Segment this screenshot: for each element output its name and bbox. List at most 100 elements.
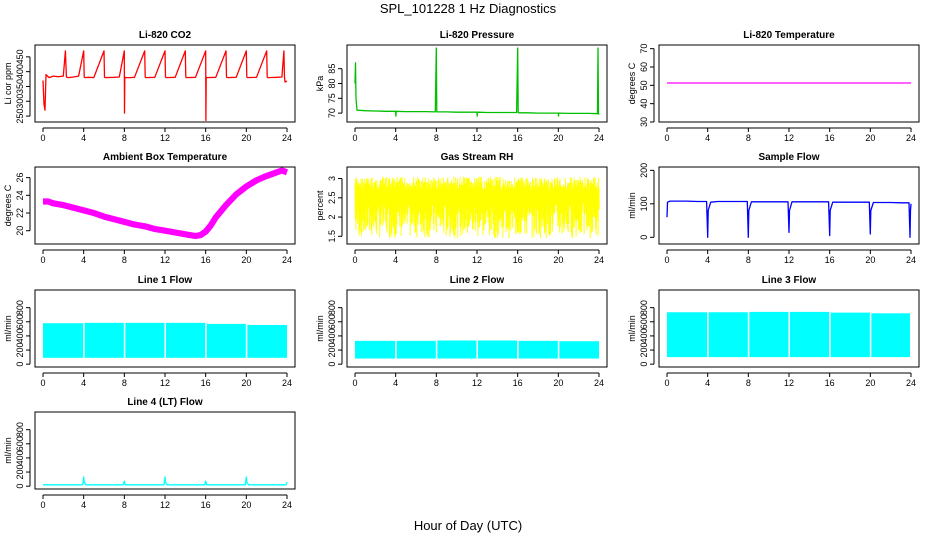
series-line xyxy=(666,200,912,238)
x-tick-label: 4 xyxy=(705,255,710,265)
x-tick-label: 16 xyxy=(825,133,835,143)
x-tick-label: 16 xyxy=(201,500,211,510)
x-tick-label: 8 xyxy=(746,378,751,388)
y-tick-label: 800 xyxy=(639,300,649,315)
x-tick-label: 0 xyxy=(352,255,357,265)
y-tick-label: 800 xyxy=(327,300,337,315)
x-tick-label: 16 xyxy=(825,378,835,388)
x-tick-label: 0 xyxy=(40,133,45,143)
x-tick-label: 16 xyxy=(201,133,211,143)
x-tick-label: 12 xyxy=(160,133,170,143)
y-tick-label: 400 xyxy=(15,328,25,343)
x-tick-label: 12 xyxy=(472,133,482,143)
y-tick-label: 200 xyxy=(639,163,649,178)
y-axis-label: ml/min xyxy=(627,315,637,342)
y-tick-label: 40 xyxy=(639,99,649,109)
series-marks xyxy=(667,311,910,358)
x-tick-label: 12 xyxy=(160,255,170,265)
flow-block xyxy=(667,312,708,358)
y-axis-label: ml/min xyxy=(315,315,325,342)
series-marks xyxy=(354,176,600,239)
y-tick-label: 26 xyxy=(15,173,25,183)
y-tick-label: 250 xyxy=(15,109,25,124)
chart-title: Gas Stream RH xyxy=(441,152,514,163)
x-tick-label: 8 xyxy=(122,500,127,510)
y-tick-label: 0 xyxy=(15,484,25,489)
series-line xyxy=(354,176,600,239)
x-tick-label: 24 xyxy=(906,255,916,265)
shared-x-axis-title: Hour of Day (UTC) xyxy=(413,518,523,533)
chart-title: Li-820 Temperature xyxy=(743,30,835,41)
x-tick-label: 4 xyxy=(705,133,710,143)
x-tick-label: 0 xyxy=(664,255,669,265)
chart-panel-3: Li-820 Temperature degrees C 0 4 8 12 16 20 24 30… xyxy=(627,30,920,143)
series-marks xyxy=(43,322,287,358)
y-tick-label: 350 xyxy=(15,79,25,94)
x-tick-label: 4 xyxy=(81,133,86,143)
x-tick-label: 24 xyxy=(594,255,604,265)
chart-title: Ambient Box Temperature xyxy=(103,152,228,163)
x-tick-label: 0 xyxy=(40,378,45,388)
x-tick-label: 0 xyxy=(664,378,669,388)
y-tick-label: 24 xyxy=(15,190,25,200)
y-tick-label: 22 xyxy=(15,208,25,218)
x-tick-label: 0 xyxy=(664,133,669,143)
x-tick-label: 20 xyxy=(865,255,875,265)
x-tick-label: 20 xyxy=(241,255,251,265)
plot-frame xyxy=(34,44,296,123)
y-tick-label: 60 xyxy=(639,62,649,72)
chart-title: Li-820 CO2 xyxy=(139,30,192,41)
y-tick-label: 400 xyxy=(327,328,337,343)
chart-title: Line 1 Flow xyxy=(138,275,193,286)
flow-block xyxy=(437,340,477,359)
flow-block xyxy=(708,312,748,358)
x-tick-label: 12 xyxy=(784,255,794,265)
plot-frame xyxy=(34,411,296,490)
x-tick-label: 0 xyxy=(352,378,357,388)
y-tick-label: 450 xyxy=(15,49,25,64)
x-tick-label: 24 xyxy=(282,378,292,388)
y-tick-label: 70 xyxy=(639,44,649,54)
x-tick-label: 20 xyxy=(553,133,563,143)
y-tick-label: 75 xyxy=(327,93,337,103)
x-tick-label: 16 xyxy=(201,378,211,388)
y-axis-label: kPa xyxy=(315,76,325,92)
chart-panel-10: Line 4 (LT) Flow ml/min 0 4 8 12 16 20 24 0 200400… xyxy=(3,397,296,510)
y-tick-label: 80 xyxy=(327,78,337,88)
chart-title: Line 4 (LT) Flow xyxy=(127,397,203,408)
x-tick-label: 12 xyxy=(160,500,170,510)
x-tick-label: 8 xyxy=(434,255,439,265)
y-tick-label: 30 xyxy=(639,117,649,127)
series-line xyxy=(354,47,600,117)
plot-frame xyxy=(658,166,920,245)
y-tick-label: 100 xyxy=(639,196,649,211)
x-tick-label: 8 xyxy=(746,133,751,143)
y-axis-label: ml/min xyxy=(3,315,13,342)
y-tick-label: 0 xyxy=(639,362,649,367)
x-tick-label: 4 xyxy=(393,133,398,143)
x-tick-label: 4 xyxy=(81,255,86,265)
x-tick-label: 8 xyxy=(434,133,439,143)
y-axis-label: degrees C xyxy=(3,184,13,226)
x-tick-label: 12 xyxy=(472,255,482,265)
y-tick-label: 200 xyxy=(15,343,25,358)
x-tick-label: 16 xyxy=(513,133,523,143)
y-tick-label: 800 xyxy=(15,300,25,315)
y-tick-label: 50 xyxy=(639,80,649,90)
y-tick-label: 600 xyxy=(639,314,649,329)
series-marks xyxy=(666,200,912,238)
series-marks xyxy=(43,476,288,486)
x-tick-label: 4 xyxy=(705,378,710,388)
plot-frame xyxy=(34,289,296,368)
chart-panel-9: Line 3 Flow ml/min 0 4 8 12 16 20 24 0 20040060080… xyxy=(627,275,920,388)
y-axis-label: ml/min xyxy=(3,437,13,464)
x-tick-label: 4 xyxy=(393,378,398,388)
x-tick-label: 8 xyxy=(434,378,439,388)
chart-title: Line 2 Flow xyxy=(450,275,505,286)
x-tick-label: 20 xyxy=(241,378,251,388)
flow-block xyxy=(43,323,84,358)
y-axis-label: ml/min xyxy=(627,192,637,219)
x-tick-label: 20 xyxy=(553,378,563,388)
series-line xyxy=(42,50,288,122)
x-tick-label: 12 xyxy=(784,133,794,143)
